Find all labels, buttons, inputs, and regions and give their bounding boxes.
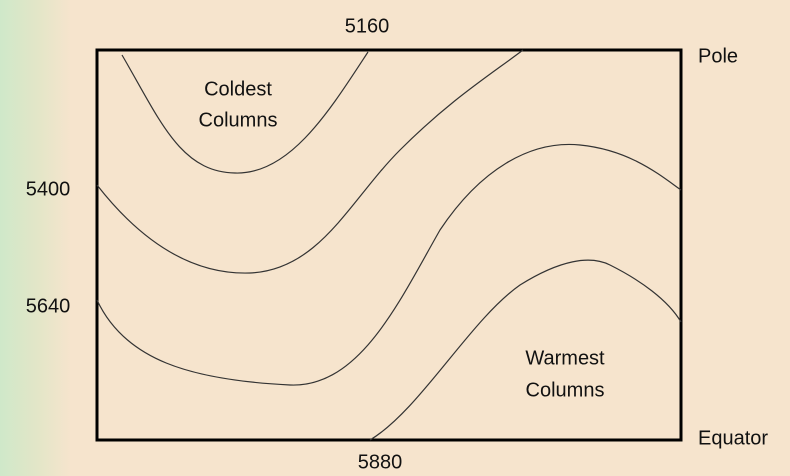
contour-label: 5880 [358,451,403,473]
contour-label: 5400 [26,178,71,200]
contour-line [96,143,682,386]
edge-label: Pole [698,45,738,67]
edge-label: Equator [698,427,768,449]
region-label: Columns [199,109,278,131]
region-label: Columns [526,379,605,401]
contour-line [369,259,682,441]
contour-label: 5640 [26,295,71,317]
contour-label: 5160 [345,15,390,37]
contour-line [121,51,369,174]
region-label: Coldest [204,78,272,100]
contour-line [96,49,524,274]
frame [95,48,683,442]
region-label: Warmest [525,347,605,369]
